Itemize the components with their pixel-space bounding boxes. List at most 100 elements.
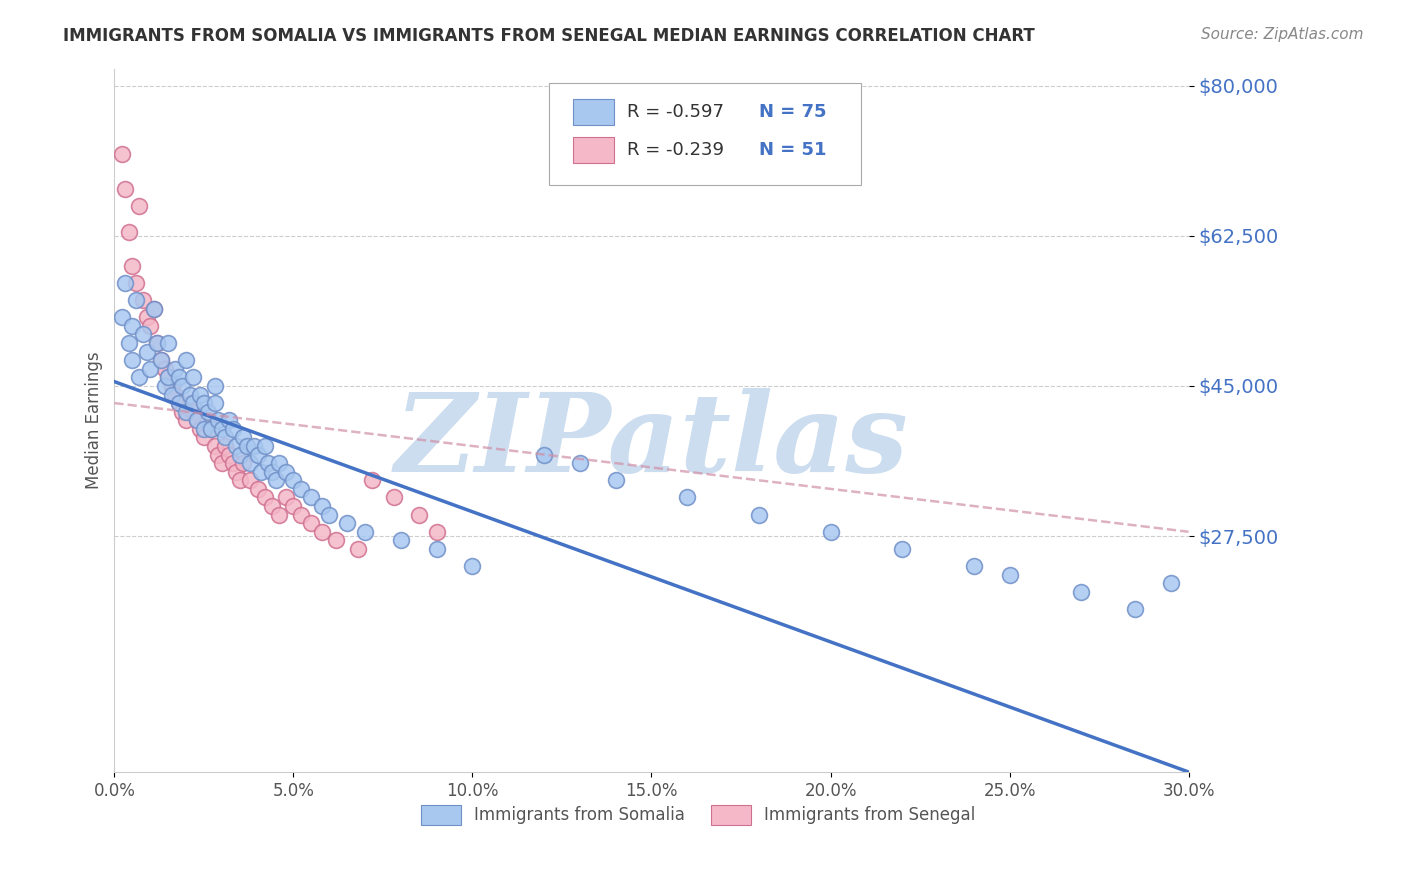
Point xyxy=(204,439,226,453)
Point xyxy=(211,422,233,436)
Point xyxy=(221,456,243,470)
Point xyxy=(186,413,208,427)
Point xyxy=(200,422,222,436)
Point xyxy=(193,430,215,444)
Point xyxy=(118,336,141,351)
Point xyxy=(246,482,269,496)
Point xyxy=(1123,602,1146,616)
Point xyxy=(260,465,283,479)
Point xyxy=(179,387,201,401)
Point xyxy=(149,353,172,368)
Point xyxy=(142,301,165,316)
Point xyxy=(157,336,180,351)
Point xyxy=(197,405,219,419)
Point xyxy=(283,499,305,513)
Point xyxy=(132,293,155,307)
Point xyxy=(225,465,247,479)
Point xyxy=(276,465,298,479)
Point xyxy=(135,310,157,325)
Point xyxy=(146,336,169,351)
Point xyxy=(891,541,914,556)
Point xyxy=(311,499,333,513)
Point xyxy=(165,361,187,376)
Y-axis label: Median Earnings: Median Earnings xyxy=(86,351,103,489)
Point xyxy=(160,387,183,401)
Point xyxy=(290,508,312,522)
Point xyxy=(146,336,169,351)
Point xyxy=(167,370,190,384)
Point xyxy=(389,533,412,548)
Point xyxy=(204,379,226,393)
Point xyxy=(239,473,262,487)
Point xyxy=(165,387,187,401)
Point xyxy=(354,524,377,539)
Point xyxy=(200,422,222,436)
Point xyxy=(269,456,291,470)
Point xyxy=(225,439,247,453)
Point xyxy=(214,439,236,453)
Point xyxy=(218,413,240,427)
Point xyxy=(276,491,298,505)
Point xyxy=(236,439,259,453)
Point xyxy=(186,413,208,427)
Point xyxy=(142,301,165,316)
Point xyxy=(179,396,201,410)
Point xyxy=(229,473,252,487)
Point xyxy=(347,541,370,556)
Point xyxy=(207,413,229,427)
Point xyxy=(246,448,269,462)
Point xyxy=(121,353,143,368)
Point xyxy=(149,353,172,368)
Point xyxy=(172,405,194,419)
Point xyxy=(1070,584,1092,599)
Point xyxy=(264,473,287,487)
Point xyxy=(157,370,180,384)
Point xyxy=(426,524,449,539)
Point xyxy=(197,413,219,427)
Point xyxy=(748,508,770,522)
Point xyxy=(153,379,176,393)
Point xyxy=(336,516,359,531)
Point xyxy=(299,516,322,531)
Point xyxy=(820,524,842,539)
Point xyxy=(250,465,273,479)
Point xyxy=(181,405,204,419)
Text: Source: ZipAtlas.com: Source: ZipAtlas.com xyxy=(1201,27,1364,42)
Point xyxy=(229,448,252,462)
Point xyxy=(325,533,347,548)
Point xyxy=(1160,576,1182,591)
Point xyxy=(153,361,176,376)
Point xyxy=(139,318,162,333)
Bar xyxy=(420,805,461,825)
Point xyxy=(318,508,340,522)
Text: IMMIGRANTS FROM SOMALIA VS IMMIGRANTS FROM SENEGAL MEDIAN EARNINGS CORRELATION C: IMMIGRANTS FROM SOMALIA VS IMMIGRANTS FR… xyxy=(63,27,1035,45)
Point xyxy=(125,276,148,290)
Point xyxy=(204,396,226,410)
Point xyxy=(533,448,555,462)
Point xyxy=(188,387,211,401)
Point xyxy=(172,379,194,393)
Point xyxy=(257,456,280,470)
Point xyxy=(253,491,276,505)
Point xyxy=(174,405,197,419)
Point xyxy=(135,344,157,359)
Point xyxy=(128,199,150,213)
Point xyxy=(382,491,405,505)
Point xyxy=(139,361,162,376)
Point xyxy=(232,430,254,444)
Point xyxy=(128,370,150,384)
Point xyxy=(188,422,211,436)
Point xyxy=(174,413,197,427)
Point xyxy=(426,541,449,556)
Point xyxy=(232,456,254,470)
Point xyxy=(963,559,986,574)
Point xyxy=(676,491,699,505)
Point xyxy=(114,276,136,290)
Bar xyxy=(710,805,751,825)
Point xyxy=(167,396,190,410)
Point xyxy=(110,310,132,325)
Text: R = -0.239: R = -0.239 xyxy=(627,141,724,159)
Text: N = 51: N = 51 xyxy=(759,141,827,159)
Point xyxy=(114,181,136,195)
Point xyxy=(214,430,236,444)
